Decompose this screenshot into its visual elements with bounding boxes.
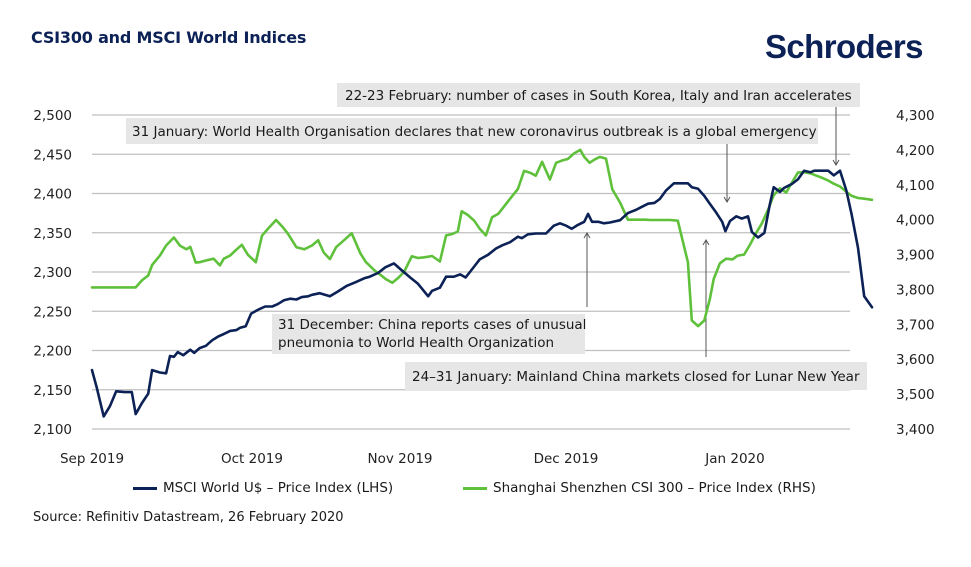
- y-right-tick-label: 3,400: [896, 422, 935, 438]
- arrowhead-icon: [702, 239, 710, 246]
- y-left-tick-label: 2,500: [33, 108, 72, 124]
- y-left-tick-label: 2,250: [33, 304, 72, 320]
- y-left-tick-label: 2,300: [33, 265, 72, 281]
- y-right-tick-label: 3,600: [896, 352, 935, 368]
- annotation-text: pneumonia to World Health Organization: [278, 335, 554, 351]
- legend-swatch-msci: [133, 486, 157, 490]
- y-right-tick-label: 4,300: [896, 108, 935, 124]
- x-tick-label: Nov 2019: [368, 451, 433, 467]
- legend-label-msci: MSCI World U$ – Price Index (LHS): [163, 480, 394, 496]
- chart-title: CSI300 and MSCI World Indices: [31, 28, 307, 47]
- schroders-logo: Schroders: [765, 28, 923, 65]
- annotation-box: [272, 314, 585, 354]
- x-tick-label: Dec 2019: [534, 451, 599, 467]
- y-right-tick-label: 4,000: [896, 213, 935, 229]
- annotation-text: 24–31 January: Mainland China markets cl…: [412, 369, 860, 385]
- arrowhead-icon: [832, 159, 840, 166]
- y-left-tick-label: 2,150: [33, 383, 72, 399]
- y-left-tick-label: 2,100: [33, 422, 72, 438]
- source-note: Source: Refinitiv Datastream, 26 Februar…: [33, 510, 344, 525]
- x-tick-label: Oct 2019: [221, 451, 283, 467]
- y-right-tick-label: 3,500: [896, 387, 935, 403]
- annotation-text: 22-23 February: number of cases in South…: [345, 88, 852, 104]
- y-right-tick-label: 3,800: [896, 282, 935, 298]
- gridlines: [92, 114, 850, 430]
- x-axis: Sep 2019 Oct 2019 Nov 2019 Dec 2019 Jan 2020: [60, 451, 765, 467]
- annotation-text: 31 January: World Health Organisation de…: [132, 124, 817, 140]
- y-right-tick-label: 4,100: [896, 178, 935, 194]
- x-tick-label: Sep 2019: [60, 451, 124, 467]
- legend-label-csi: Shanghai Shenzhen CSI 300 – Price Index …: [493, 480, 816, 496]
- y-right-tick-label: 3,700: [896, 317, 935, 333]
- annotation-box: [126, 118, 818, 144]
- annotations: 22-23 February: number of cases in South…: [126, 83, 867, 390]
- y-axis-right: 3,400 3,500 3,600 3,700 3,800 3,900 4,000 4,100…: [896, 108, 935, 438]
- annotation-box: [405, 362, 867, 390]
- legend-item-msci: MSCI World U$ – Price Index (LHS): [133, 480, 393, 496]
- annotation-text: 31 December: China reports cases of unus…: [278, 317, 586, 333]
- y-left-tick-label: 2,200: [33, 344, 72, 360]
- legend-item-csi: Shanghai Shenzhen CSI 300 – Price Index …: [463, 480, 816, 496]
- y-right-tick-label: 4,200: [896, 143, 935, 159]
- series-line-csi: [90, 148, 874, 328]
- annotation-box: [337, 83, 860, 107]
- y-left-tick-label: 2,450: [33, 147, 72, 163]
- arrowhead-icon: [723, 196, 731, 203]
- chart: 2,100 2,150 2,200 2,250 2,300 2,350 2,400 2,450…: [33, 83, 935, 467]
- y-left-tick-label: 2,350: [33, 226, 72, 242]
- y-axis-left: 2,100 2,150 2,200 2,250 2,300 2,350 2,400 2,450…: [33, 108, 72, 438]
- series-lines: [90, 148, 874, 418]
- series-line-msci: [90, 169, 874, 418]
- y-left-tick-label: 2,400: [33, 187, 72, 203]
- legend-swatch-csi: [463, 486, 487, 490]
- arrowhead-icon: [583, 232, 591, 239]
- y-right-tick-label: 3,900: [896, 248, 935, 264]
- x-tick-label: Jan 2020: [704, 451, 764, 467]
